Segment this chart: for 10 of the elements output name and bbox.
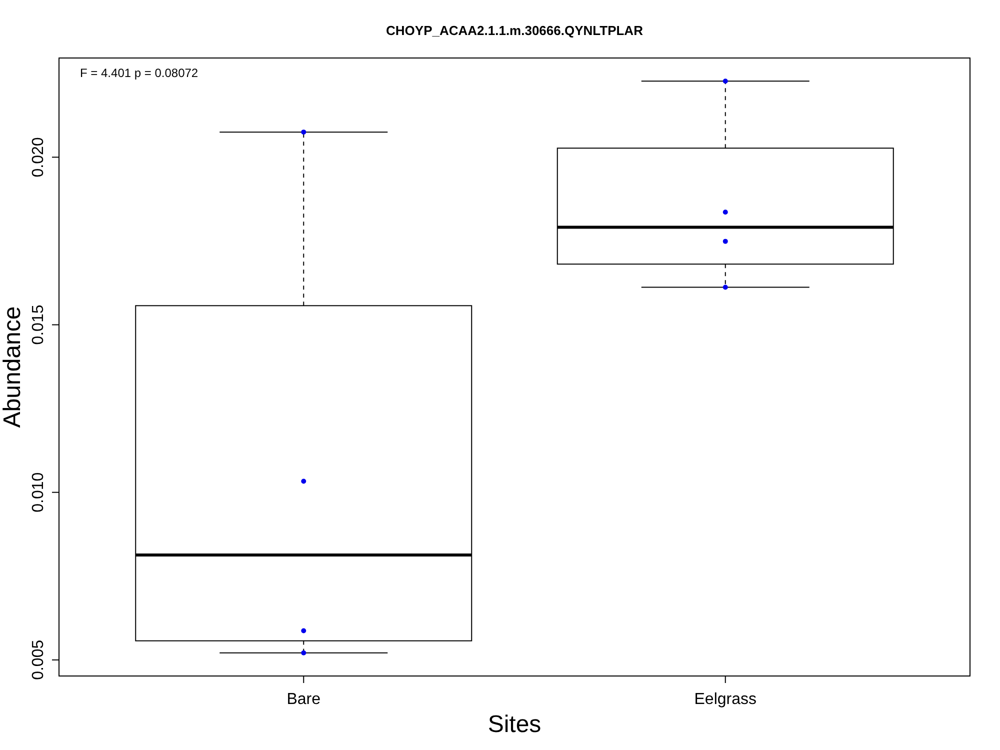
y-tick-label: 0.010 — [30, 472, 47, 512]
annotation: F = 4.401 p = 0.08072 — [80, 66, 198, 80]
x-tick-label: Eelgrass — [694, 691, 757, 708]
y-tick-label: 0.015 — [30, 304, 47, 345]
x-tick-label: Bare — [286, 691, 321, 708]
y-axis-title: Abundance — [0, 306, 26, 428]
chart-title: CHOYP_ACAA2.1.1.m.30666.QYNLTPLAR — [386, 23, 644, 38]
y-tick-label: 0.005 — [30, 640, 47, 680]
y-tick-label: 0.020 — [30, 137, 47, 178]
x-axis-title: Sites — [488, 711, 542, 738]
